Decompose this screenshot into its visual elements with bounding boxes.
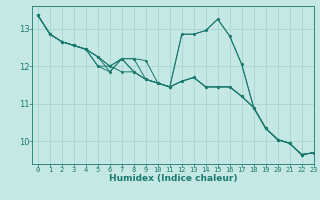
X-axis label: Humidex (Indice chaleur): Humidex (Indice chaleur) xyxy=(108,174,237,183)
